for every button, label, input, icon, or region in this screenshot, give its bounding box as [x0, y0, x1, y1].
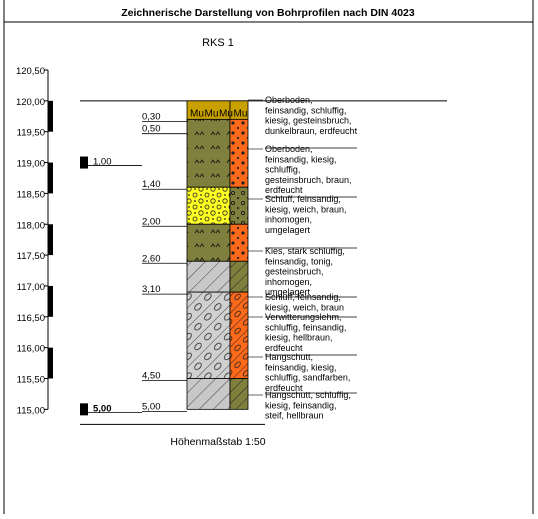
layer-main-fill-hatch	[186, 378, 231, 410]
axis-tick-label: 115,00	[17, 405, 45, 416]
layer-descriptions: Oberboden, feinsandig, schluffig, kiesig, …	[248, 95, 358, 421]
description-line: kiesig, weich, braun	[265, 302, 344, 312]
layer-description: Verwitterungslehm, schluffig, feinsandig,…	[265, 312, 346, 353]
description-line: erdfeucht	[265, 383, 303, 393]
description-line: schluffig, feinsandig,	[265, 322, 346, 332]
layer-side-topsoil	[229, 223, 249, 262]
description-line: Schluff, feinsandig,	[265, 292, 341, 302]
description-line: umgelagert	[265, 287, 311, 297]
depth-markers: 1,00 5,00	[80, 156, 142, 416]
axis-tick-label: 117,50	[17, 251, 45, 262]
fill-symbol-label: Mu	[190, 108, 204, 119]
layer-depth-label: 1,40	[142, 179, 161, 190]
layer-description: Schluff, feinsandig, kiesig, weich, braun	[265, 292, 344, 312]
description-line: kiesig, feinsandig,	[265, 400, 337, 410]
description-line: feinsandig, kiesig,	[265, 362, 337, 372]
axis-tick-label: 119,50	[17, 128, 45, 139]
description-line: erdfeucht	[265, 343, 303, 353]
layer-main-topsoil	[186, 118, 231, 188]
description-line: Kies, stark schluffig,	[265, 246, 345, 256]
description-line: inhomogen,	[265, 215, 312, 225]
description-line: steif, hellbraun	[265, 411, 324, 421]
description-line: schluffig, sandfarben,	[265, 373, 350, 383]
description-line: Verwitterungslehm,	[265, 312, 342, 322]
description-line: Oberboden,	[265, 95, 313, 105]
axis-tick-label: 118,50	[17, 189, 45, 200]
axis-tick-label: 116,50	[17, 313, 45, 324]
fill-symbol-label: Mu	[234, 108, 248, 119]
layer-side-fill-hatch	[229, 378, 249, 410]
layer-description: Schluff, feinsandig, kiesig, weich, braun…	[265, 194, 347, 235]
description-line: dunkelbraun, erdfeucht	[265, 126, 358, 136]
scale-label: Höhenmaßstab 1:50	[170, 436, 265, 448]
axis-scale-bar	[48, 285, 53, 317]
axis-tick-label: 117,00	[17, 282, 45, 293]
description-line: kiesig, gesteinsbruch,	[265, 116, 352, 126]
axis-tick-label: 115,50	[17, 375, 45, 386]
layer-main-topsoil	[186, 223, 231, 262]
layer-description: Hangschutt, feinsandig, kiesig, schluffig,…	[265, 352, 350, 393]
layer-main-fill-hatch	[186, 260, 231, 293]
depth-marker-label: 1,00	[93, 157, 112, 168]
description-line: umgelagert	[265, 225, 311, 235]
axis-tick-label: 118,00	[17, 220, 45, 231]
layer-description: Oberboden, feinsandig, schluffig, kiesig, …	[265, 95, 358, 136]
description-line: Oberboden,	[265, 144, 313, 154]
axis-scale-bar	[48, 224, 53, 256]
axis-scale-bar	[48, 347, 53, 379]
layer-depth-labels: 0,30 0,50 1,40 2,00 2,60 3,10 4,50 5,00	[142, 111, 187, 412]
layer-description: Oberboden, feinsandig, kiesig, schluffig, g…	[265, 144, 352, 195]
layer-depth-label: 2,00	[142, 216, 161, 227]
description-line: feinsandig, schluffig,	[265, 105, 346, 115]
layer-depth-label: 0,50	[142, 124, 161, 135]
axis-tick-label: 120,00	[16, 97, 45, 108]
layer-depth-label: 4,50	[142, 371, 161, 382]
layer-side-gravel	[229, 186, 249, 225]
layer-depth-label: 2,60	[142, 253, 161, 264]
description-line: erdfeucht	[265, 185, 303, 195]
layer-description: Kies, stark schluffig, feinsandig, tonig,…	[265, 246, 345, 297]
layer-depth-label: 5,00	[142, 401, 161, 412]
axis-scale-bar	[48, 162, 53, 194]
description-line: Schluff, feinsandig,	[265, 194, 341, 204]
layer-depth-label: 0,30	[142, 111, 161, 122]
description-line: feinsandig, tonig,	[265, 256, 333, 266]
description-line: gesteinsbruch, braun,	[265, 175, 352, 185]
layer-side-fill-hatch	[229, 260, 249, 293]
depth-marker-block	[80, 403, 88, 416]
layer-depth-label: 3,10	[142, 284, 161, 295]
description-line: gesteinsbruch,	[265, 267, 324, 277]
axis-tick-label: 116,00	[17, 344, 45, 355]
axis-scale-bar	[48, 100, 53, 132]
fill-symbol-label: Mu	[219, 108, 233, 119]
description-line: kiesig, hellbraun,	[265, 333, 333, 343]
elevation-axis: 120,50 120,00 119,50 119,00 118,50 118,00 117,…	[16, 66, 53, 416]
page-title: Zeichnerische Darstellung von Bohrprofil…	[121, 7, 415, 19]
description-line: Hangschutt, schluffig,	[265, 390, 351, 400]
profile-name: RKS 1	[202, 37, 234, 49]
description-line: schluffig,	[265, 165, 300, 175]
layer-main-debris	[186, 291, 231, 379]
borehole-column: Mu Mu Mu Mu	[80, 100, 447, 425]
depth-marker-block	[80, 156, 88, 169]
depth-marker-label: 5,00	[93, 403, 112, 414]
layer-main-gravel	[186, 186, 231, 225]
axis-tick-label: 120,50	[16, 66, 45, 77]
description-line: Hangschutt,	[265, 352, 313, 362]
layer-side-topsoil	[229, 118, 249, 188]
fill-symbol-label: Mu	[205, 108, 219, 119]
description-line: kiesig, weich, braun,	[265, 204, 347, 214]
layer-side-debris	[229, 291, 249, 379]
description-line: inhomogen,	[265, 277, 312, 287]
layer-description: Hangschutt, schluffig, kiesig, feinsandig…	[265, 390, 351, 421]
axis-tick-label: 119,00	[17, 159, 45, 170]
description-line: feinsandig, kiesig,	[265, 154, 337, 164]
